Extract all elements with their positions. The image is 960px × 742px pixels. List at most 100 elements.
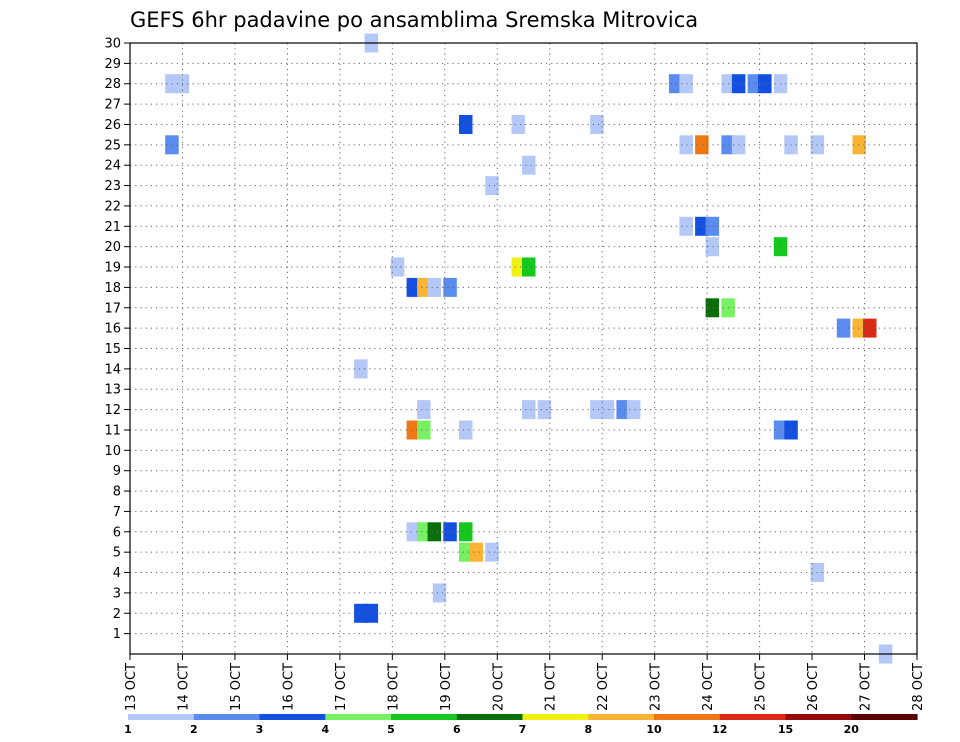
colorbar-segment <box>456 714 524 720</box>
x-tick-label: 13 OCT <box>124 663 139 711</box>
heatmap-cell <box>427 522 442 542</box>
y-tick-label: 8 <box>113 485 121 500</box>
y-tick-label: 23 <box>104 179 121 194</box>
colorbar-segment <box>325 714 392 720</box>
y-tick-label: 20 <box>104 240 121 255</box>
heatmap-cell <box>364 603 379 623</box>
colorbar-segment <box>654 714 721 720</box>
heatmap-cell <box>590 400 604 420</box>
y-tick-label: 16 <box>104 322 121 337</box>
x-tick-label: 21 OCT <box>544 663 559 711</box>
heatmap-cell <box>459 115 473 134</box>
colorbar-label: 3 <box>256 723 264 736</box>
heatmap-cell <box>417 420 431 440</box>
colorbar-label: 1 <box>124 723 132 736</box>
heatmap-cell <box>406 522 421 542</box>
heatmap-cell <box>459 522 473 542</box>
colorbar-segment <box>259 714 326 720</box>
heatmap-cell <box>443 277 457 297</box>
heatmap-cell <box>390 257 405 277</box>
heatmap-cell <box>417 522 431 542</box>
heatmap-cell <box>417 400 431 420</box>
heatmap-cell <box>695 135 709 155</box>
y-tick-label: 25 <box>104 138 121 153</box>
y-tick-label: 19 <box>104 261 121 276</box>
x-tick-label: 28 OCT <box>911 663 926 711</box>
x-tick-label: 19 OCT <box>439 663 454 711</box>
colorbar-label: 7 <box>519 723 527 736</box>
heatmap-cell <box>626 400 641 420</box>
heatmap-cell <box>616 400 630 420</box>
x-tick-label: 17 OCT <box>334 663 349 711</box>
y-tick-label: 22 <box>104 199 121 214</box>
heatmap-cell <box>537 400 552 420</box>
heatmap-cell <box>852 135 866 155</box>
y-tick-label: 15 <box>104 342 121 357</box>
x-tick-label: 23 OCT <box>649 663 664 711</box>
y-tick-label: 26 <box>104 118 121 133</box>
colorbar-segment <box>719 714 787 720</box>
heatmap-cell <box>590 115 604 134</box>
heatmap-cell <box>511 115 525 134</box>
y-tick-label: 7 <box>113 505 121 520</box>
y-tick-label: 4 <box>113 566 121 581</box>
y-tick-label: 27 <box>104 98 121 113</box>
heatmap-cell <box>863 318 877 338</box>
x-tick-label: 20 OCT <box>491 663 506 711</box>
heatmap-cell <box>417 277 431 297</box>
colorbar-label: 5 <box>387 723 395 736</box>
heatmap-cell <box>679 216 693 236</box>
y-tick-label: 3 <box>113 586 121 601</box>
heatmap-cell <box>469 542 483 562</box>
colorbar-segment <box>851 714 918 720</box>
y-tick-label: 29 <box>104 57 121 72</box>
plot-frame <box>129 42 918 655</box>
heatmap-cell <box>679 135 693 155</box>
heatmap-cell <box>485 176 499 196</box>
heatmap-cell <box>695 216 709 236</box>
colorbar-label: 4 <box>321 723 329 736</box>
y-tick-label: 5 <box>113 546 121 561</box>
heatmap-cell <box>485 542 499 562</box>
colorbar-segment <box>522 714 589 720</box>
heatmap-cell <box>852 318 866 338</box>
x-axis: 13 OCT 14 OCT 15 OCT 16 OCT 17 OCT 18 OCT 19 O… <box>124 654 926 711</box>
heatmap-cell <box>705 298 720 318</box>
colorbar-label: 8 <box>584 723 592 736</box>
y-tick-label: 14 <box>104 362 121 377</box>
x-tick-label: 26 OCT <box>806 663 821 711</box>
y-tick-label: 10 <box>104 444 121 459</box>
y-axis: 1234567891011121314151617181920212223242… <box>104 37 130 642</box>
y-tick-label: 11 <box>104 423 121 438</box>
colorbar-segment <box>785 714 852 720</box>
colorbar-label: 15 <box>778 723 793 736</box>
y-tick-label: 30 <box>104 37 121 52</box>
x-tick-label: 16 OCT <box>281 663 296 711</box>
x-tick-label: 14 OCT <box>177 663 192 711</box>
x-tick-label: 22 OCT <box>596 663 611 711</box>
colorbar-segment <box>128 714 195 720</box>
heatmap-cell <box>522 155 536 175</box>
colorbar-label: 6 <box>453 723 461 736</box>
heatmap-cell <box>354 603 368 623</box>
x-tick-label: 25 OCT <box>754 663 769 711</box>
y-tick-label: 24 <box>104 159 121 174</box>
y-tick-label: 28 <box>104 77 121 92</box>
heatmap-cell <box>459 542 473 562</box>
heatmap-cell <box>432 583 447 603</box>
colorbar: 1 2 3 4 5 6 7 8 10 12 15 20 <box>124 714 918 736</box>
colorbar-segment <box>588 714 655 720</box>
x-tick-label: 27 OCT <box>859 663 874 711</box>
heatmap-cell <box>705 216 720 236</box>
heatmap-cell <box>459 420 473 440</box>
heatmap-cell <box>406 420 421 440</box>
y-tick-label: 1 <box>113 627 121 642</box>
heatmap-cell <box>406 277 421 297</box>
x-tick-label: 24 OCT <box>701 663 716 711</box>
heatmap-cell <box>705 237 720 257</box>
y-tick-label: 17 <box>104 301 121 316</box>
colorbar-label: 12 <box>712 723 727 736</box>
heatmap-cell <box>443 522 457 542</box>
y-tick-label: 13 <box>104 383 121 398</box>
